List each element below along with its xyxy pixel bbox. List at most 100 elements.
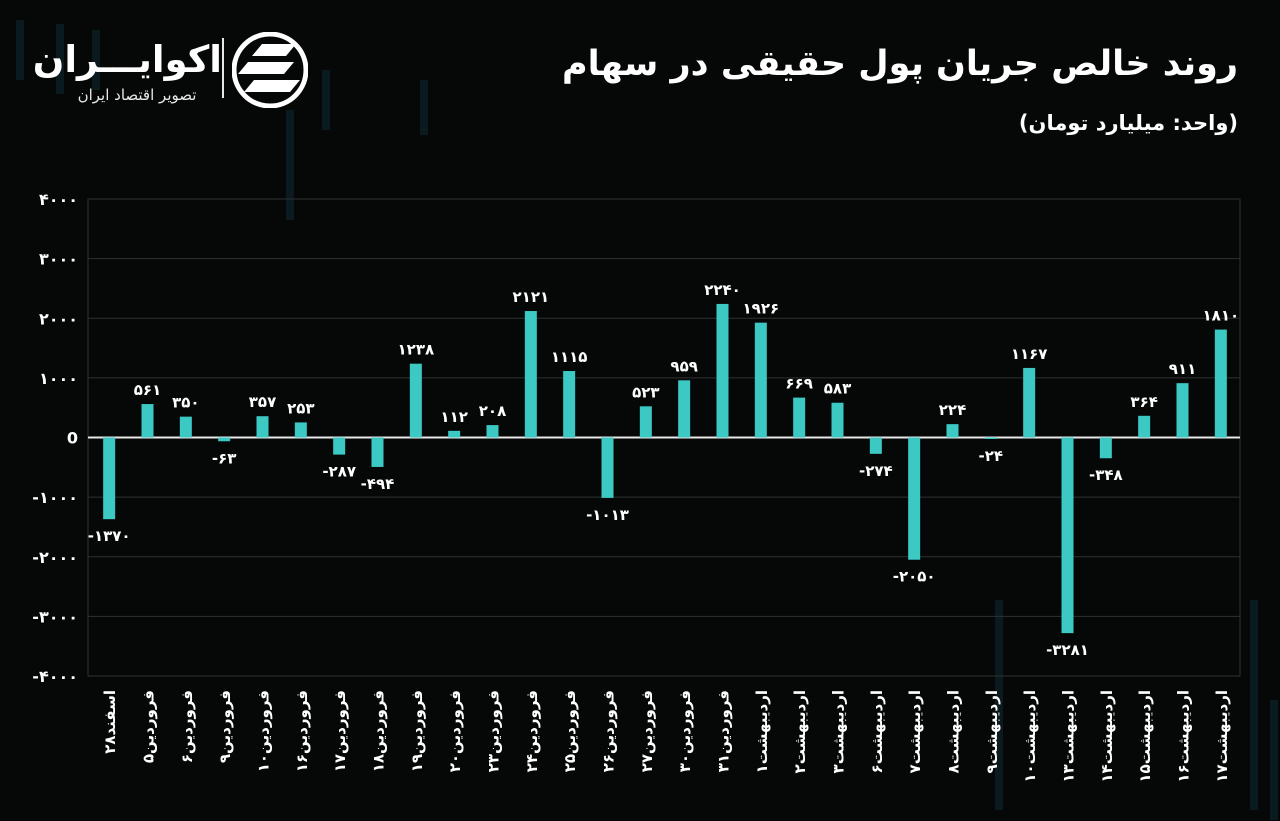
background-candlestick-decoration (16, 20, 1278, 820)
bar-value-label: ۳۵۷ (249, 393, 276, 411)
background-candle (56, 24, 64, 94)
x-tick-label: فروردین۲۴ (523, 690, 541, 772)
bar-value-label: ۵۸۳ (824, 380, 851, 398)
y-tick-label: ۲۰۰۰ (39, 309, 78, 328)
x-tick-label: فروردین۱۰ (255, 690, 273, 772)
bar (831, 402, 844, 438)
bar-value-label: ۲۲۴ (939, 401, 966, 419)
x-tick-label: فروردین۳۰ (676, 690, 694, 772)
y-tick-label: -۴۰۰۰ (32, 667, 78, 686)
bar-value-label: -۲۰۵۰ (893, 568, 936, 586)
bar (294, 422, 307, 438)
bar-value-label: ۵۲۳ (632, 383, 659, 401)
x-tick-label: فروردین۲۵ (561, 690, 579, 772)
bar-value-label: -۲۷۴ (859, 462, 893, 480)
background-candle (286, 110, 294, 220)
y-tick-label: 0 (67, 429, 78, 448)
bar-value-label: ۶۶۹ (785, 375, 812, 393)
bar (524, 311, 537, 438)
background-candle (322, 70, 330, 130)
x-tick-label: اردیبهشت۱۷ (1213, 690, 1231, 783)
ecoiran-logo-icon (232, 32, 308, 108)
x-tick-label: فروردین۲۰ (446, 690, 464, 772)
x-axis-tick-labels: اسفند۲۸ فروردین۵ فروردین۶ فروردین۹ فروردین۱۰… (101, 690, 1231, 783)
x-tick-label: اردیبهشت۱۳ (1060, 690, 1078, 783)
bar-value-label: ۳۵۰ (172, 394, 199, 412)
bar (1061, 437, 1074, 634)
bar (218, 437, 231, 442)
y-axis-tick-labels: ۴۰۰۰ ۳۰۰۰ ۲۰۰۰ ۱۰۰۰ 0 -۱۰۰۰ -۲۰۰۰ -۳۰۰۰ -۴۰۰۰ (32, 190, 78, 686)
bar-value-label: -۱۰۱۳ (586, 506, 629, 524)
x-tick-label: اردیبهشت۱ (753, 690, 771, 773)
bar-value-label: ۱۸۱۰ (1203, 307, 1240, 325)
bar (486, 425, 499, 438)
bar (409, 363, 422, 438)
bar (601, 437, 614, 498)
x-tick-label: اردیبهشت۱۵ (1136, 690, 1154, 783)
x-tick-label: فروردین۱۸ (370, 690, 388, 772)
bar-value-label: ۱۱۶۷ (1011, 345, 1048, 363)
background-candle (1250, 600, 1258, 810)
bar (946, 424, 959, 438)
y-tick-label: ۴۰۰۰ (39, 190, 78, 209)
bar-value-label: ۹۵۹ (670, 357, 697, 375)
x-tick-label: فروردین۶ (178, 690, 196, 763)
y-tick-label: ۳۰۰۰ (39, 250, 78, 269)
bar (333, 437, 346, 455)
brand-divider (222, 38, 224, 98)
x-tick-label: اردیبهشت۳ (830, 690, 848, 773)
bar-value-label: ۲۲۴۰ (704, 281, 741, 299)
background-candle (420, 80, 428, 135)
bar-value-label: ۱۱۲ (440, 408, 467, 426)
bar-value-label: -۱۳۷۰ (88, 527, 131, 545)
bar-value-label: ۲۰۸ (479, 402, 506, 420)
brand-subtitle: تصویر اقتصاد ایران (77, 86, 197, 104)
bar-value-label: -۴۹۴ (361, 475, 395, 493)
chart-bars (103, 303, 1227, 634)
bar-value-label: ۳۶۴ (1130, 393, 1157, 411)
y-tick-label: -۱۰۰۰ (32, 488, 78, 507)
bar (448, 430, 461, 438)
bar-value-label: -۲۴ (979, 447, 1004, 465)
x-tick-label: فروردین۹ (216, 690, 234, 763)
bar-value-label: -۳۲۸۱ (1046, 641, 1089, 659)
x-tick-label: اردیبهشت۱۰ (1021, 690, 1039, 783)
bar (716, 303, 729, 438)
brand-logo: اکوایـــران تصویر اقتصاد ایران (33, 32, 314, 112)
bar-value-label: ۵۶۱ (134, 381, 161, 399)
bar (141, 404, 154, 438)
bar-value-label: ۲۱۲۱ (513, 288, 550, 306)
x-tick-label: فروردین۱۶ (293, 690, 311, 772)
x-tick-label: فروردین۲۳ (485, 690, 503, 772)
bar (1099, 437, 1112, 459)
bar (869, 437, 882, 454)
bar-value-label: -۲۸۷ (322, 463, 356, 481)
x-tick-label: اردیبهشت۹ (983, 690, 1001, 773)
bar (984, 437, 997, 439)
background-candle (16, 20, 24, 80)
x-tick-label: اردیبهشت۲ (791, 690, 809, 773)
bar (1138, 415, 1151, 438)
x-tick-label: فروردین۲۷ (638, 690, 656, 772)
x-tick-label: فروردین۵ (140, 690, 158, 763)
chart-title: روند خالص جریان پول حقیقی در سهام (562, 44, 1238, 84)
bar (1214, 329, 1227, 438)
bar-value-label: ۱۱۱۵ (551, 348, 588, 366)
unit-label: (واحد: میلیارد تومان) (1018, 111, 1238, 135)
background-candle (1270, 700, 1278, 820)
x-tick-label: فروردین۳۱ (715, 690, 733, 772)
bar (563, 371, 576, 438)
bar (754, 322, 767, 438)
x-tick-label: فروردین۲۶ (600, 690, 618, 772)
bar-value-label: ۱۲۳۸ (398, 341, 435, 359)
bar-value-label: ۱۹۲۶ (743, 300, 780, 318)
x-tick-label: فروردین۱۷ (331, 690, 349, 772)
bar (793, 397, 806, 438)
chart-value-labels: -۱۳۷۰ ۵۶۱ ۳۵۰ -۶۳ ۳۵۷ ۲۵۳ -۲۸۷ -۴۹۴ ۱۲۳۸ ۱۱۲ ۲۰۸ ۲۱… (88, 281, 1239, 659)
chart-grid (87, 198, 1241, 677)
x-tick-label: اردیبهشت۷ (906, 690, 924, 773)
background-candle (92, 30, 100, 90)
bar (1023, 367, 1036, 438)
bar-value-label: -۳۴۸ (1089, 466, 1123, 484)
